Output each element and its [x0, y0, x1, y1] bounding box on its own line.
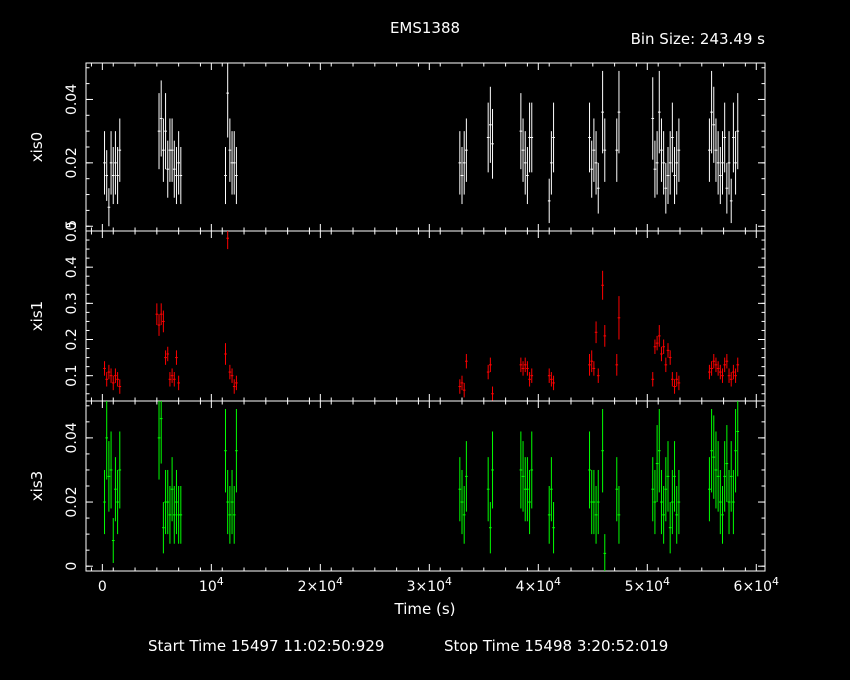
y-tick-label: 0.2: [64, 328, 80, 350]
y-tick-label: 0: [64, 562, 80, 571]
y-tick-label: 0.4: [64, 256, 80, 278]
x-tick-label: 0: [98, 579, 107, 595]
y-tick-label: 0.1: [64, 365, 80, 387]
x-tick-label: 4×104: [516, 575, 561, 595]
series-xis3: [103, 401, 740, 571]
y-tick-label: 0.04: [64, 84, 80, 115]
y-tick-label: 0.02: [64, 486, 80, 517]
bin-size-label: Bin Size: 243.49 s: [631, 30, 766, 48]
y-axis-label-xis1: xis1: [28, 301, 46, 331]
x-axis-label: Time (s): [394, 600, 456, 618]
x-tick-label: 6×104: [734, 575, 779, 595]
y-axis-label-xis0: xis0: [28, 132, 46, 162]
y-tick-label: 0.3: [64, 292, 80, 314]
panel-xis3: 0 0.02 0.04 xis3: [28, 400, 766, 572]
panel-xis1: 0.1 0.2 0.3 0.4 0.5 xis1: [28, 220, 766, 402]
start-time-label: Start Time 15497 11:02:50:929: [148, 637, 384, 655]
panel-xis0: 0 0.02 0.04 xis0: [28, 62, 766, 232]
y-axis-label-xis3: xis3: [28, 471, 46, 501]
y-tick-label: 0.5: [64, 220, 80, 242]
plot-panels: 0 0.02 0.04 xis0 0.1 0.2 0.3 0.4 0.5 xis1 0 0.02 0.0…: [28, 62, 766, 572]
x-tick-label: 104: [199, 575, 224, 595]
y-tick-label: 0: [64, 222, 80, 231]
x-tick-label: 5×104: [625, 575, 670, 595]
stop-time-label: Stop Time 15498 3:20:52:019: [444, 637, 668, 655]
panel-frame: [85, 230, 766, 402]
chart-title: EMS1388: [390, 19, 460, 37]
y-tick-label: 0.02: [64, 147, 80, 178]
x-tick-label: 3×104: [407, 575, 452, 595]
series-xis1: [103, 231, 740, 401]
x-axis-tick-labels: 0 104 2×104 3×104 4×104 5×104 6×104: [98, 575, 779, 595]
x-tick-label: 2×104: [298, 575, 343, 595]
series-xis0: [103, 63, 740, 227]
y-tick-label: 0.04: [64, 422, 80, 453]
